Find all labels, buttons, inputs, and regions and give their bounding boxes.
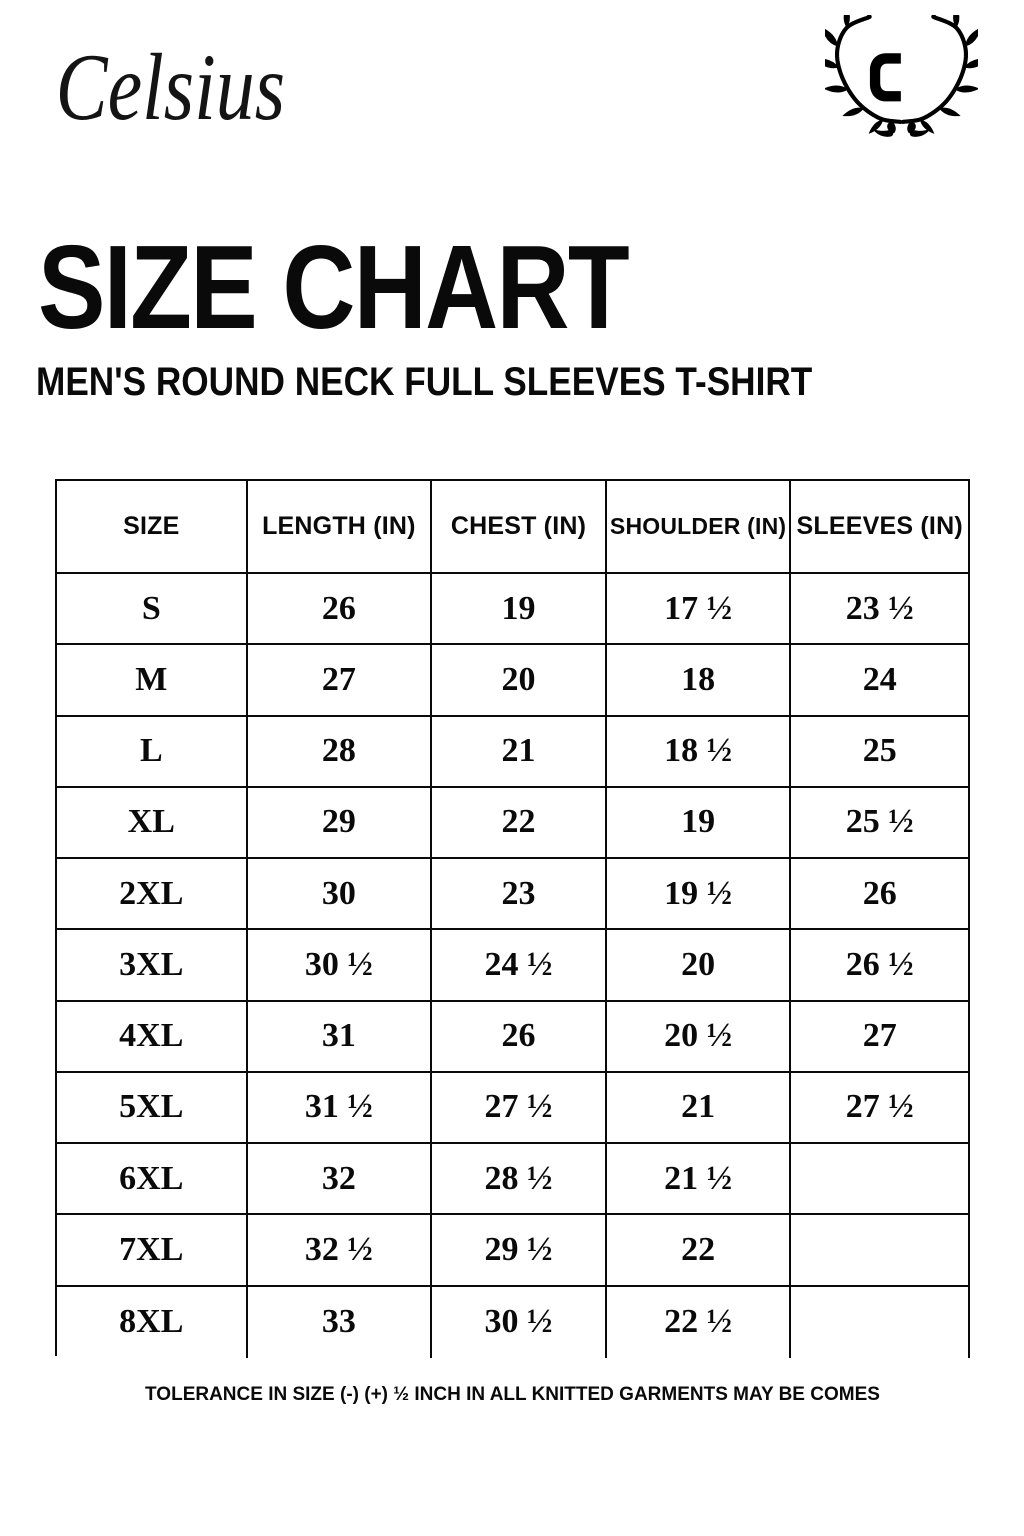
svg-text:Celsius: Celsius bbox=[56, 35, 285, 140]
